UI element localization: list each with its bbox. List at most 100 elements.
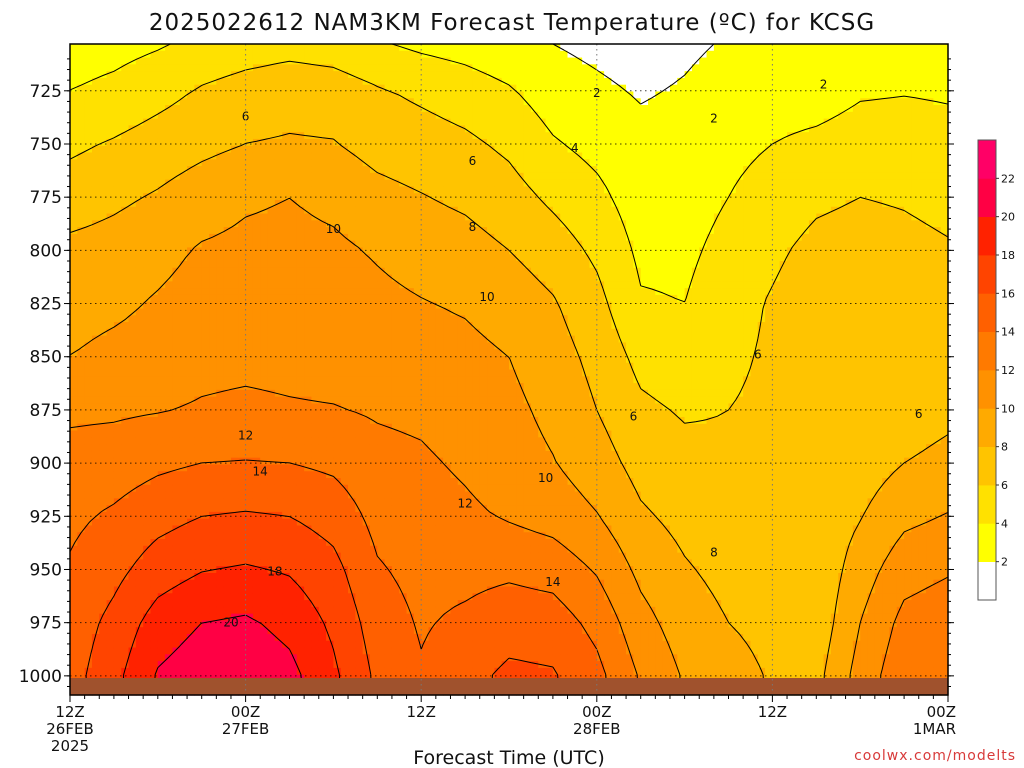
heat-cell (289, 511, 298, 520)
heat-cell (428, 71, 437, 79)
heat-cell (355, 403, 364, 411)
heat-cell (377, 335, 386, 343)
heat-cell (362, 484, 371, 493)
heat-cell (252, 444, 261, 452)
heat-cell (443, 186, 452, 194)
heat-cell (289, 84, 298, 93)
heat-cell (128, 457, 137, 466)
heat-cell (260, 640, 269, 649)
heat-cell (267, 661, 276, 669)
heat-cell (413, 288, 422, 296)
heat-cell (223, 71, 232, 79)
heat-cell (209, 667, 217, 676)
heat-cell (406, 335, 415, 343)
heat-cell (223, 288, 232, 296)
heat-cell (91, 227, 100, 235)
heat-cell (296, 606, 305, 615)
heat-cell (326, 633, 334, 642)
heat-cell (201, 71, 210, 79)
heat-cell (150, 430, 159, 438)
heat-cell (252, 91, 261, 99)
heat-cell (413, 145, 422, 154)
heat-cell (391, 532, 400, 540)
heat-cell (128, 64, 137, 72)
heat-cell (355, 294, 364, 303)
heat-cell (201, 274, 210, 282)
heat-cell (311, 349, 320, 357)
heat-cell (428, 511, 437, 520)
heat-cell (311, 396, 320, 405)
heat-cell (435, 593, 444, 601)
heat-cell (267, 335, 276, 343)
heat-cell (216, 620, 225, 628)
heat-cell (289, 152, 298, 160)
heat-cell (172, 667, 181, 676)
heat-cell (348, 261, 356, 269)
heat-cell (172, 206, 181, 215)
heat-cell (143, 450, 152, 459)
heat-cell (318, 261, 327, 269)
heat-cell (289, 98, 298, 106)
heat-cell (362, 132, 371, 140)
heat-cell (238, 132, 247, 140)
heat-cell (135, 64, 144, 72)
heat-cell (333, 328, 342, 337)
heat-cell (179, 572, 188, 581)
heat-cell (421, 71, 430, 79)
heat-cell (260, 450, 269, 459)
heat-cell (304, 77, 313, 86)
heat-cell (304, 247, 313, 255)
heat-cell (187, 369, 195, 377)
heat-cell (99, 491, 108, 499)
heat-cell (413, 125, 422, 133)
heat-cell (238, 206, 247, 215)
heat-cell (443, 111, 452, 120)
heat-cell (113, 281, 122, 289)
heat-cell (209, 369, 217, 377)
heat-cell (282, 464, 291, 472)
heat-cell (216, 383, 225, 391)
heat-cell (143, 437, 152, 445)
heat-cell (172, 498, 181, 506)
heat-cell (150, 640, 159, 649)
heat-cell (435, 654, 444, 662)
heat-cell (377, 389, 386, 398)
heat-cell (282, 606, 291, 615)
heat-cell (245, 518, 254, 527)
heat-cell (223, 376, 232, 384)
heat-cell (91, 159, 100, 167)
heat-cell (311, 125, 320, 133)
heat-cell (391, 118, 400, 126)
heat-cell (333, 240, 342, 249)
heat-cell (201, 159, 210, 167)
heat-cell (194, 145, 203, 154)
heat-cell (267, 91, 276, 99)
heat-cell (106, 518, 115, 527)
heat-cell (172, 261, 181, 269)
heat-cell (428, 484, 437, 493)
heat-cell (252, 301, 261, 310)
heat-cell (91, 84, 100, 93)
heat-cell (311, 437, 320, 445)
heat-cell (201, 98, 210, 106)
heat-cell (172, 396, 181, 405)
heat-cell (128, 444, 137, 452)
heat-cell (143, 315, 152, 323)
heat-cell (260, 572, 269, 581)
heat-cell (187, 647, 195, 655)
heat-cell (201, 335, 210, 343)
heat-cell (91, 118, 100, 126)
heat-cell (128, 593, 137, 601)
heat-cell (311, 199, 320, 208)
heat-cell (113, 84, 122, 93)
heat-cell (172, 661, 181, 669)
heat-cell (384, 44, 393, 52)
heat-cell (165, 545, 174, 554)
heat-cell (172, 267, 181, 276)
heat-cell (362, 633, 371, 642)
heat-cell (165, 416, 174, 425)
heat-cell (70, 179, 78, 188)
heat-cell (165, 430, 174, 438)
heat-cell (304, 50, 313, 59)
heat-cell (304, 335, 313, 343)
